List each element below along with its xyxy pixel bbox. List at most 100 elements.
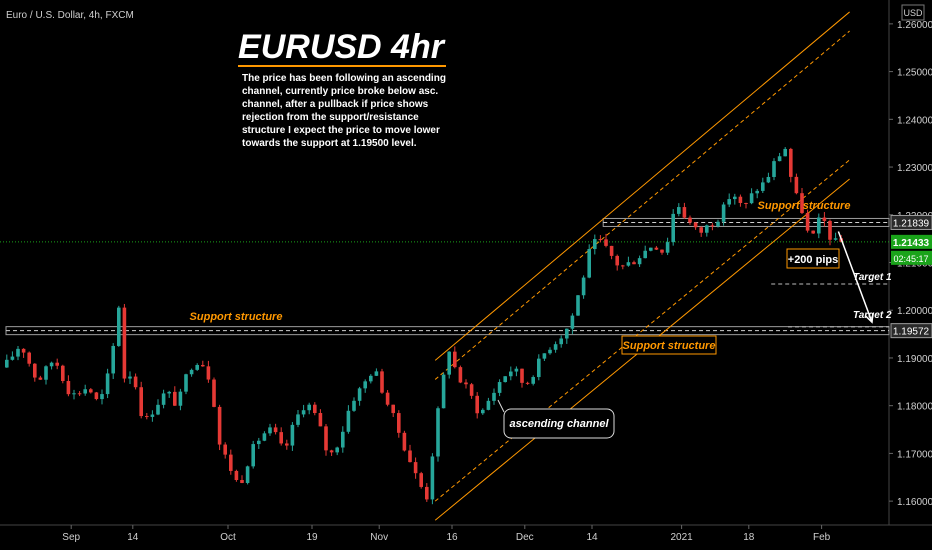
currency-box[interactable] — [901, 4, 925, 21]
candle-down — [229, 454, 233, 471]
candle-down — [805, 212, 810, 231]
x-tick-label: 2021 — [670, 532, 693, 543]
candle-down — [201, 364, 205, 367]
description-line: rejection from the support/resistance — [242, 112, 419, 123]
candle-up — [761, 182, 765, 191]
candle-up — [307, 404, 311, 411]
candle-up — [44, 366, 48, 380]
support-structure-label-right-bottom: Support structure — [623, 340, 716, 352]
y-tick-label: 1.18000 — [897, 402, 932, 413]
candle-down — [380, 371, 384, 393]
candle-up — [548, 349, 552, 354]
candle-down — [94, 392, 99, 400]
candle-up — [436, 408, 440, 457]
candle-down — [402, 432, 407, 451]
candle-up — [296, 414, 300, 425]
structure-price-tag-lower — [890, 323, 932, 339]
candle-up — [262, 433, 267, 441]
y-tick-label: 1.16000 — [897, 497, 932, 508]
candle-up — [497, 382, 502, 393]
candle-up — [783, 148, 787, 157]
candle-down — [520, 368, 524, 383]
candle-down — [324, 426, 328, 451]
description-block: The price has been following an ascendin… — [242, 73, 446, 149]
candle-up — [833, 238, 838, 240]
candle-down — [33, 363, 37, 378]
candle-down — [385, 392, 390, 405]
structure-price-tag-upper — [890, 214, 932, 230]
candle-up — [189, 369, 194, 375]
candle-up — [150, 414, 155, 417]
candle-up — [581, 277, 586, 296]
candle-up — [49, 362, 54, 367]
candle-down — [223, 444, 227, 455]
chart-title: EURUSD 4hr — [238, 28, 446, 66]
candle-up — [245, 466, 250, 483]
candle-up — [346, 410, 351, 432]
candle-up — [105, 373, 110, 395]
candle-down — [38, 377, 43, 380]
candle-up — [570, 315, 575, 329]
candle-down — [475, 395, 479, 414]
candle-down — [273, 427, 278, 433]
candle-down — [688, 217, 692, 223]
pips-label: +200 pips — [788, 254, 838, 266]
candle-down — [789, 148, 793, 177]
candle-down — [699, 227, 703, 233]
candle-up — [705, 225, 709, 233]
candle-up — [486, 400, 491, 410]
candle-up — [593, 239, 597, 250]
candle-down — [800, 193, 804, 213]
currency-label: USD — [903, 8, 923, 18]
candle-up — [195, 364, 199, 370]
structure-price-upper: 1.21839 — [893, 218, 930, 229]
countdown-tag — [891, 250, 932, 265]
channel-line-upper — [434, 11, 850, 361]
candle-down — [234, 470, 239, 481]
y-tick-label: 1.20000 — [897, 306, 932, 317]
candle-down — [453, 351, 457, 368]
candle-down — [145, 416, 149, 418]
candle-up — [716, 221, 720, 227]
candle-down — [710, 225, 715, 227]
x-tick-label: Oct — [220, 532, 236, 543]
candle-down — [55, 362, 59, 366]
candle-down — [744, 202, 748, 204]
candle-up — [649, 247, 653, 251]
candle-up — [178, 391, 183, 406]
candle-up — [531, 377, 535, 384]
candle-up — [565, 328, 569, 339]
candle-up — [727, 199, 731, 205]
candle-down — [682, 207, 687, 218]
candle-up — [514, 368, 519, 372]
annotation-overlay — [837, 231, 874, 324]
candle-up — [481, 409, 485, 414]
candle-up — [777, 156, 782, 162]
candle-down — [660, 249, 664, 253]
candle-up — [559, 338, 563, 345]
candle-up — [671, 213, 675, 243]
candle-down — [525, 382, 530, 384]
candle-down — [61, 365, 65, 381]
candle-up — [503, 376, 507, 383]
candle-up — [755, 190, 759, 194]
candle-up — [721, 204, 726, 222]
y-tick-label: 1.17000 — [897, 449, 932, 460]
candle-up — [733, 196, 737, 200]
description-line: The price has been following an ascendin… — [242, 73, 446, 84]
candle-down — [139, 387, 143, 417]
candle-down — [240, 480, 244, 483]
candle-down — [21, 348, 26, 353]
candle-up — [766, 176, 771, 183]
candle-down — [397, 413, 401, 433]
y-tick-label: 1.26000 — [897, 20, 932, 31]
x-tick-label: Nov — [370, 532, 388, 543]
candle-up — [184, 374, 188, 392]
candle-up — [817, 217, 821, 234]
x-tick-label: 16 — [446, 532, 458, 543]
candle-down — [654, 247, 659, 250]
candle-up — [363, 381, 367, 389]
candle-down — [77, 393, 82, 395]
candle-up — [749, 193, 754, 204]
